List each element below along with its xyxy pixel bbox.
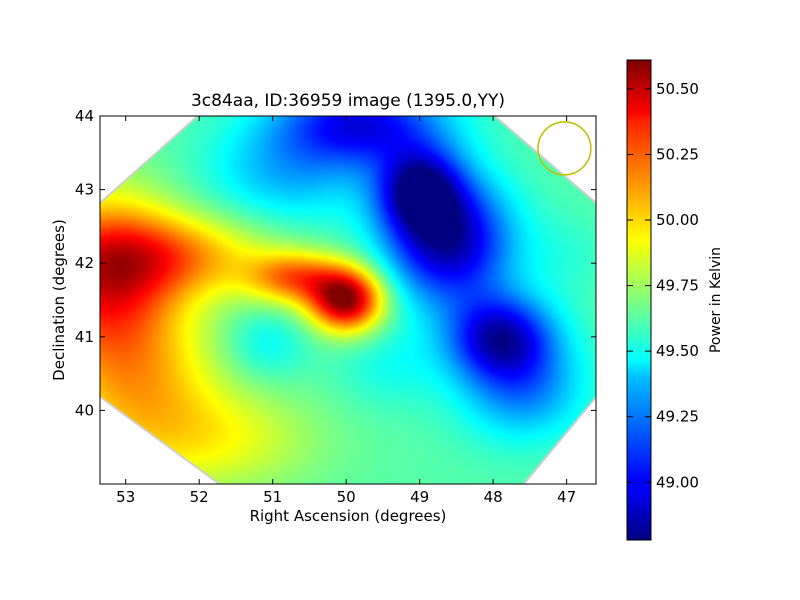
colorbar: 49.00 49.25 49.50 49.75 50.00 50.25 50.50 Powe…: [626, 59, 724, 541]
y-tick-label: 40: [75, 401, 94, 419]
x-tick-label: 48: [484, 488, 503, 506]
colorbar-tick-label: 49.25: [656, 408, 699, 426]
x-tick-label: 50: [337, 488, 356, 506]
x-tick-label: 51: [263, 488, 282, 506]
colorbar-tick-label: 49.50: [656, 342, 699, 360]
x-axis: 53 52 51 50 49 48 47: [116, 116, 576, 506]
chart-title: 3c84aa, ID:36959 image (1395.0,YY): [191, 91, 505, 111]
colorbar-tick-label: 49.75: [656, 277, 699, 295]
y-axis-label: Declination (degrees): [50, 219, 68, 381]
y-tick-label: 41: [75, 328, 94, 346]
plot-area: [99, 115, 597, 485]
colorbar-tick-label: 50.25: [656, 145, 699, 163]
colorbar-tick-label: 50.00: [656, 211, 699, 229]
heatmap-image: [100, 116, 596, 484]
beam-circle: [537, 121, 592, 176]
colorbar-frame: [626, 59, 652, 541]
x-tick-label: 53: [116, 488, 135, 506]
colorbar-tick-label: 49.00: [656, 473, 699, 491]
plot-frame: [99, 115, 597, 485]
x-tick-label: 52: [190, 488, 209, 506]
y-tick-label: 44: [75, 107, 94, 125]
colorbar-label: Power in Kelvin: [708, 247, 724, 353]
x-tick-label: 49: [410, 488, 429, 506]
colorbar-gradient: [627, 60, 651, 540]
colorbar-tick-label: 50.50: [656, 80, 699, 98]
y-axis: 40 41 42 43 44: [75, 107, 596, 419]
x-axis-label: Right Ascension (degrees): [250, 507, 447, 525]
y-tick-label: 42: [75, 254, 94, 272]
y-tick-label: 43: [75, 181, 94, 199]
x-tick-label: 47: [557, 488, 576, 506]
